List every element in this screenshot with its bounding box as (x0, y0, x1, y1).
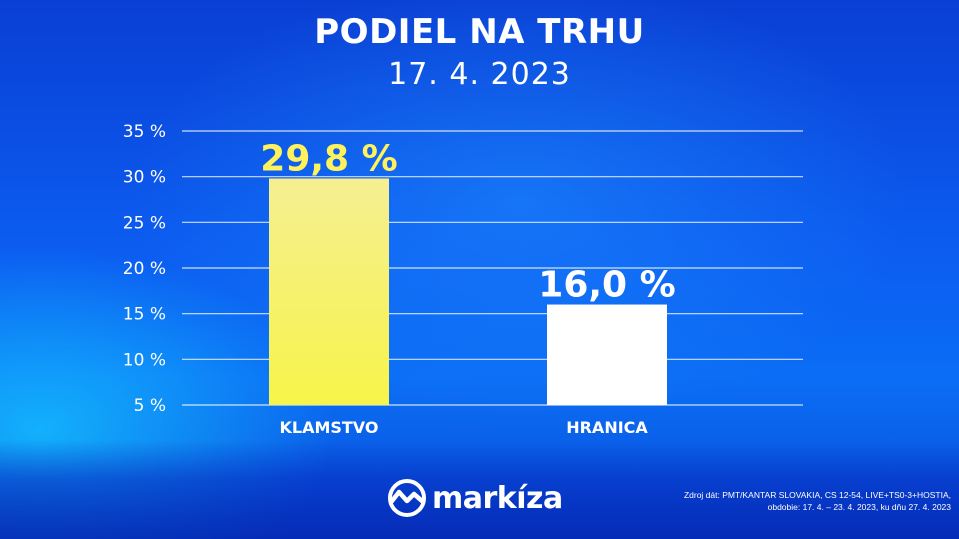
value-label-hranica: 16,0 % (538, 265, 675, 306)
markiza-wave-icon (388, 479, 426, 517)
chart-date: 17. 4. 2023 (388, 57, 571, 92)
logo-text: markíza (432, 480, 563, 516)
bars (269, 178, 667, 405)
footer-band (0, 440, 959, 539)
value-labels: 29,8 % 16,0 % (260, 138, 675, 305)
category-label-hranica: HRANICA (566, 418, 648, 437)
y-tick-label: 15 % (123, 305, 166, 325)
bar-hranica (547, 304, 667, 405)
bar-klamstvo (269, 178, 389, 405)
chart-title: PODIEL NA TRHU (314, 12, 645, 52)
category-label-klamstvo: KLAMSTVO (279, 418, 378, 437)
y-tick-label: 20 % (123, 259, 166, 279)
value-label-klamstvo: 29,8 % (260, 138, 397, 179)
y-tick-label: 5 % (134, 396, 166, 416)
source-line-2: obdobie: 17. 4. – 23. 4. 2023, ku dňu 27… (767, 502, 951, 512)
markiza-logo: markíza (388, 478, 563, 518)
y-axis-ticks: 5 % 10 % 15 % 20 % 25 % 30 % 35 % (123, 122, 166, 416)
category-labels: KLAMSTVO HRANICA (279, 418, 648, 437)
source-line-1: Zdroj dát: PMT/KANTAR SLOVAKIA, CS 12-54… (683, 490, 951, 500)
y-tick-label: 30 % (123, 168, 166, 188)
y-tick-label: 25 % (123, 213, 166, 233)
data-source-note: Zdroj dát: PMT/KANTAR SLOVAKIA, CS 12-54… (651, 489, 951, 513)
y-tick-label: 35 % (123, 122, 166, 142)
y-tick-label: 10 % (123, 350, 166, 370)
